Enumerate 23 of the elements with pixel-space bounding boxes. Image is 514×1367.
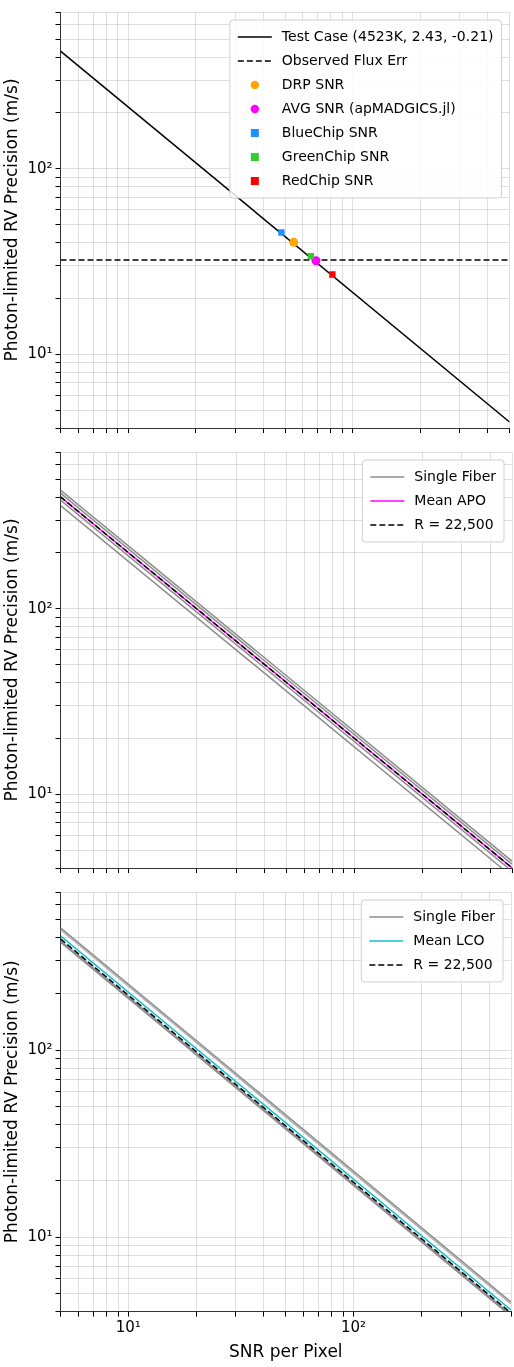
y-tick-label: 10¹ xyxy=(27,344,53,363)
y-tick-label: 10² xyxy=(27,1039,53,1058)
legend-label: AVG SNR (apMADGICS.jl) xyxy=(281,99,456,116)
y-tick-label: 10¹ xyxy=(27,784,53,803)
legend-label: Single Fiber xyxy=(414,467,497,484)
legend-label: R = 22,500 xyxy=(413,955,493,972)
legend-label: DRP SNR xyxy=(281,75,345,92)
legend-label: Mean APO xyxy=(414,491,486,508)
y-axis-title: Photon-limited RV Precision (m/s) xyxy=(0,960,21,1244)
legend-label: GreenChip SNR xyxy=(281,147,390,164)
x-axis-title: SNR per Pixel xyxy=(228,1341,343,1362)
y-tick-label: 10² xyxy=(27,598,53,617)
legend-label: Test Case (4523K, 2.43, -0.21) xyxy=(280,27,494,44)
legend-label: Observed Flux Err xyxy=(281,51,408,68)
legend-label: RedChip SNR xyxy=(281,171,374,188)
y-axis-title: Photon-limited RV Precision (m/s) xyxy=(0,518,21,802)
legend-label: BlueChip SNR xyxy=(281,123,379,140)
y-axis-title: Photon-limited RV Precision (m/s) xyxy=(0,78,21,362)
y-tick-label: 10¹ xyxy=(27,1227,53,1246)
legend-label: Mean LCO xyxy=(413,931,485,948)
legend-label: R = 22,500 xyxy=(414,515,494,532)
y-tick-label: 10² xyxy=(27,158,53,177)
legend-label: Single Fiber xyxy=(413,907,496,924)
